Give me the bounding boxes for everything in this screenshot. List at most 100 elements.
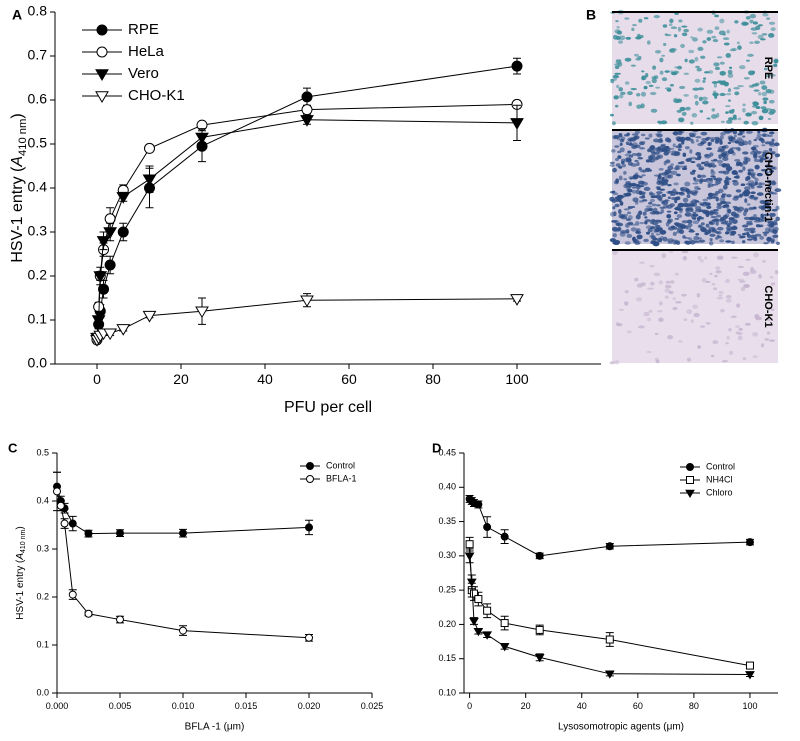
cell: [725, 240, 732, 243]
cell: [663, 42, 667, 47]
cell: [666, 214, 672, 219]
cell: [614, 65, 620, 69]
cell: [725, 294, 732, 299]
x-tick-label: 0.020: [298, 701, 321, 711]
cell: [643, 85, 648, 90]
cell: [771, 138, 775, 142]
cell: [638, 18, 643, 23]
cell: [613, 211, 617, 217]
cell: [708, 141, 713, 145]
cell: [684, 213, 691, 217]
cell: [678, 192, 685, 196]
cell: [743, 207, 749, 213]
cell: [650, 232, 655, 236]
cell: [730, 315, 737, 318]
cell: [753, 101, 758, 105]
cell: [766, 180, 772, 184]
y-tick-label: 0.10: [438, 687, 456, 697]
cell: [676, 196, 681, 201]
cell: [775, 205, 780, 211]
cell: [643, 17, 649, 20]
marker: [469, 589, 478, 598]
cell: [694, 56, 699, 62]
cell: [628, 101, 633, 107]
cell: [648, 133, 653, 138]
marker: [195, 132, 209, 145]
x-tick-label: 80: [425, 371, 441, 387]
cell: [666, 210, 672, 213]
cell: [667, 138, 672, 143]
cell: [633, 144, 641, 149]
panel-label: B: [586, 7, 596, 23]
cell: [722, 204, 727, 209]
cell: [642, 75, 647, 81]
cell: [722, 33, 726, 36]
cell: [691, 192, 695, 195]
cell: [732, 219, 738, 224]
cell: [674, 240, 678, 245]
cell: [725, 165, 733, 171]
cell: [752, 21, 759, 25]
cell: [734, 159, 741, 162]
cell: [764, 107, 772, 111]
marker: [483, 523, 492, 532]
marker: [745, 661, 754, 670]
cell: [754, 177, 759, 182]
cell: [641, 174, 646, 177]
cell: [630, 87, 637, 91]
cell: [644, 216, 648, 219]
cell: [631, 27, 635, 32]
cell: [755, 136, 762, 140]
cell: [648, 201, 653, 205]
cell: [719, 239, 725, 243]
cell: [664, 199, 669, 202]
cell: [670, 170, 678, 176]
cell: [618, 40, 624, 44]
cell: [630, 64, 636, 67]
cell: [623, 178, 628, 181]
cell: [678, 340, 683, 343]
cell: [747, 233, 751, 238]
cell: [763, 213, 770, 217]
cell: [625, 36, 632, 40]
cell: [655, 210, 660, 215]
cell: [761, 91, 768, 97]
cell: [693, 235, 700, 241]
cell: [692, 37, 698, 42]
cell: [749, 41, 754, 44]
cell: [660, 143, 666, 147]
cell: [648, 84, 654, 87]
cell: [667, 165, 674, 171]
cell: [745, 59, 750, 62]
cell: [674, 66, 678, 69]
cell: [710, 159, 718, 162]
cell: [611, 226, 618, 232]
cell: [753, 197, 758, 201]
cell: [612, 121, 616, 126]
cell: [764, 171, 769, 175]
cell: [630, 182, 637, 187]
y-tick-label: 0.4: [36, 495, 49, 505]
cell: [703, 71, 710, 74]
cell: [616, 30, 623, 35]
cell: [691, 202, 698, 207]
cell: [716, 204, 722, 210]
marker: [116, 529, 124, 538]
cell: [718, 188, 724, 194]
marker: [301, 104, 313, 116]
cell: [618, 87, 624, 92]
cell: [670, 280, 675, 284]
cell: [632, 24, 637, 27]
cell: [660, 120, 668, 125]
cell: [744, 322, 751, 326]
cell: [725, 222, 732, 226]
cell: [672, 130, 679, 136]
cell: [716, 214, 722, 218]
cell: [648, 309, 653, 313]
cell: [732, 196, 739, 201]
cell: [700, 222, 705, 226]
cell: [646, 350, 652, 354]
cell: [698, 166, 705, 171]
cell: [614, 360, 620, 365]
cell: [690, 215, 697, 219]
